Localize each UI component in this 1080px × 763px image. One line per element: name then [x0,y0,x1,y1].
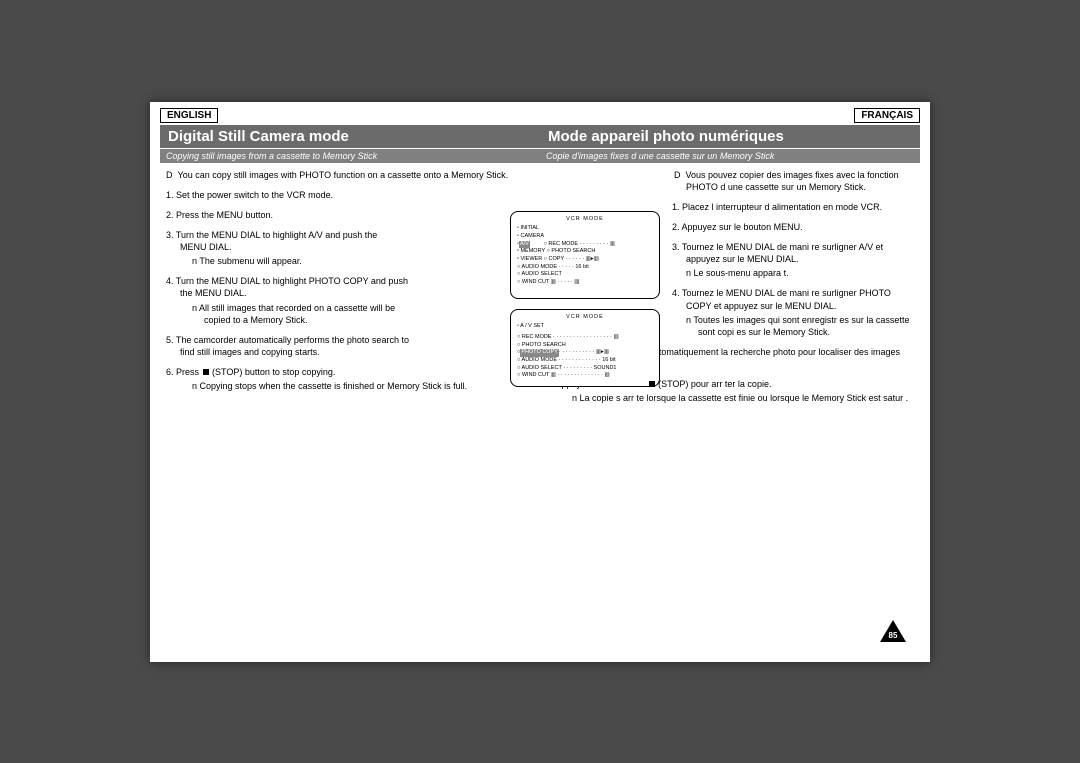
menu2-row-1: ○ PHOTO SEARCH [517,342,653,350]
step-3a-en: n The submenu will appear. [180,255,396,267]
step-2-en: 2. Press the MENU button. [166,209,396,221]
step-5-en: 5. The camcorder automatically performs … [166,334,416,358]
intro-en: D You can copy still images with PHOTO f… [166,169,534,181]
step-4-en: 4. Turn the MENU DIAL to highlight PHOTO… [166,275,416,326]
menu1-row-1: ▫ CAMERA [517,233,653,241]
title-right: Mode appareil photo numériques [540,125,920,148]
menu1-row-3: ▫ MEMORY ○ PHOTO SEARCH [517,248,653,256]
column-english: D You can copy still images with PHOTO f… [160,169,540,413]
column-french: VCR MODE ▫ INITIAL ▫ CAMERA ▫ A/V ○ REC … [540,169,920,413]
step-1-en: 1. Set the power switch to the VCR mode. [166,189,396,201]
intro-prefix-fr: D [674,170,681,180]
page-number-badge: 85 [880,616,906,642]
subtitle-bar: Copying still images from a cassette to … [160,148,920,163]
step-6a-text: 6. Press [166,367,202,377]
steps-en: 1. Set the power switch to the VCR mode.… [166,189,534,393]
subtitle-left: Copying still images from a cassette to … [160,148,540,163]
menu2-row-2: ○ PHOTO COPY · · · · · · · · · · · ▥▸▥ [517,349,653,357]
step-6-en: 6. Press (STOP) button to stop copying. … [166,366,534,392]
title-bar: Digital Still Camera mode Mode appareil … [160,125,920,148]
manual-page: ENGLISH FRANÇAIS Digital Still Camera mo… [150,102,930,662]
step-4-text: 4. Turn the MENU DIAL to highlight PHOTO… [166,276,408,298]
menu2-row-0: ○ REC MODE · · · · · · · · · · · · · · ·… [517,334,653,342]
menu1-highlight: A/V [519,241,530,249]
step-3-text-fr: 3. Tournez le MENU DIAL de mani re surli… [672,242,883,264]
menu1-row-4: ▫ VIEWER ○ COPY · · · · · · ▥▸▥ [517,256,653,264]
menu1-row-6: ○ AUDIO SELECT [517,271,653,279]
menu1-row-5: ○ AUDIO MODE · · · · · 16 bit [517,264,653,272]
subtitle-right: Copie d'images fixes d une cassette sur … [540,148,920,163]
step-6b-text: (STOP) button to stop copying. [210,367,336,377]
menu1-row-7: ○ WIND CUT ▥ · · · · · ▥ [517,279,653,287]
step-3-en: 3. Turn the MENU DIAL to highlight A/V a… [166,229,396,267]
step-6-sub-en: n Copying stops when the cassette is fin… [180,380,534,392]
content-row: D You can copy still images with PHOTO f… [160,169,920,413]
step-3a-fr: n Le sous-menu appara t. [686,267,914,279]
menu1-row-0: ▫ INITIAL [517,225,653,233]
menu2-highlight: PHOTO COPY [520,349,559,357]
menu2-row-4: ○ AUDIO SELECT · · · · · · · · · SOUND1 [517,365,653,373]
step-4a-fr: n Toutes les images qui sont enregistr e… [686,314,914,338]
menu2-header: VCR MODE [517,314,653,322]
menu-diagram-1: VCR MODE ▫ INITIAL ▫ CAMERA ▫ A/V ○ REC … [510,211,660,299]
intro-fr: D Vous pouvez copier des images fixes av… [546,169,914,193]
intro-text-fr: Vous pouvez copier des images fixes avec… [686,170,899,192]
stop-icon [649,381,655,387]
intro-prefix: D [166,170,173,180]
intro-text: You can copy still images with PHOTO fun… [178,170,509,180]
lang-french-label: FRANÇAIS [854,108,920,123]
step-6-sub-fr: n La copie s arr te lorsque la cassette … [560,392,914,404]
page-number: 85 [880,631,906,640]
stop-icon [203,369,209,375]
menu1-header: VCR MODE [517,216,653,224]
step-4a-en: n All still images that recorded on a ca… [180,302,416,326]
step-6b-text-fr: (STOP) pour arr ter la copie. [656,379,772,389]
step-3-text: 3. Turn the MENU DIAL to highlight A/V a… [166,230,377,252]
menu2-row-3: ○ AUDIO MODE · · · · · · · · · · · · · 1… [517,357,653,365]
title-left: Digital Still Camera mode [160,125,540,148]
menu2-set: ▫ A / V SET [517,323,653,331]
lang-english-label: ENGLISH [160,108,218,123]
menu-diagram-2: VCR MODE ▫ A / V SET ○ REC MODE · · · · … [510,309,660,387]
language-row: ENGLISH FRANÇAIS [160,108,920,123]
step-4-text-fr: 4. Tournez le MENU DIAL de mani re surli… [672,288,891,310]
menu2-row-5: ○ WIND CUT ▥ · · · · · · · · · · · · · ·… [517,372,653,380]
menu1-row-2: ▫ A/V ○ REC MODE · · · · · · · · · ▥ [517,241,653,249]
